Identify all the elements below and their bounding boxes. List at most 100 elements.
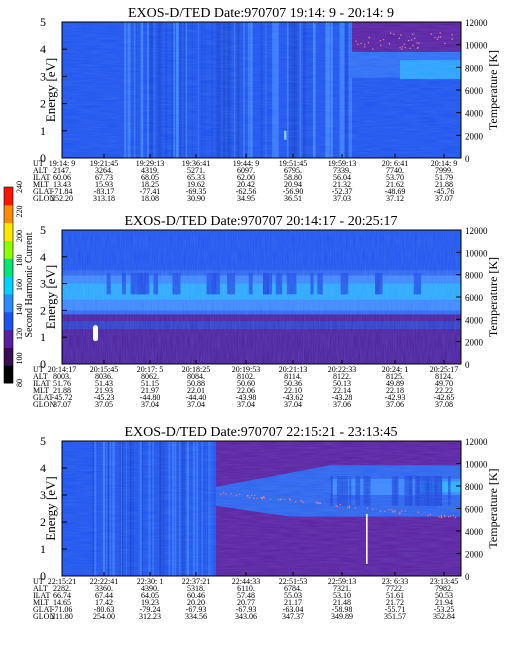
ephemeris-value: 8003. [53,372,71,381]
ephemeris-value: 18.25 [141,180,159,189]
colorbar-tick-label: 120 [15,328,24,340]
ephemeris-value: 53.10 [333,591,351,600]
ephemeris-value: 21.17 [284,598,302,607]
ephemeris-value: 13.43 [53,180,71,189]
y2-tick-label: 4000 [465,527,484,537]
y2-tick-label: 12000 [465,226,488,236]
ephemeris-value: 68.05 [141,173,159,182]
y2-tick-label: 0 [465,154,470,164]
ephemeris-value: -67.93 [236,605,257,614]
ephemeris-value: 30.90 [187,194,205,203]
y-tick-label: 0 [40,569,46,583]
y-tick-label: 0 [40,151,46,165]
ephemeris-value: 51.43 [95,379,113,388]
spectrogram-panel-3: EXOS-D/TED Date:970707 22:15:21 - 23:13:… [33,425,500,621]
ephemeris-value: 7740. [386,166,404,175]
color-swatch [4,276,13,295]
ephemeris-value: -79.24 [140,605,161,614]
ephemeris-value: 36.51 [284,194,302,203]
ephemeris-value: -71.06 [52,605,73,614]
ephemeris-value: 21.72 [386,598,404,607]
ephemeris-value: 50.60 [237,379,255,388]
ephemeris-value: 211.80 [51,612,73,621]
ephemeris-value: 313.18 [93,194,115,203]
ephemeris-value: -43.98 [236,393,257,402]
ephemeris-value: 20:25:17 [430,365,458,374]
ephemeris-value: 22:15:21 [48,577,76,586]
y-tick-label: 3 [40,488,46,502]
ephemeris-value: 3264. [95,166,113,175]
ephemeris-value: 57.48 [237,591,255,600]
y-axis-label: Energy [eV] [43,58,58,122]
ephemeris-value: 8122. [333,372,351,381]
ephemeris-value: 8102. [237,372,255,381]
color-swatch [4,293,13,313]
ephemeris-value: 20.94 [284,180,302,189]
ephemeris-row-label: UT [33,159,44,168]
color-swatch [4,347,13,366]
ephemeris-value: -83.17 [94,187,115,196]
ephemeris-value: 351.57 [384,612,406,621]
ephemeris-value: 6784. [284,584,302,593]
ephemeris-value: 20:19:53 [232,365,260,374]
ephemeris-value: -45.23 [94,393,115,402]
ephemeris-value: 37.04 [284,400,302,409]
ephemeris-value: 37.06 [386,400,404,409]
colorbar-tick-label: 100 [15,353,24,365]
ephemeris-row-label: MLT [33,180,49,189]
ephemeris-value: 8124. [435,372,453,381]
ephemeris-value: 20.77 [237,598,255,607]
ephemeris-value: 6097. [237,166,255,175]
ephemeris-value: 20:18:25 [182,365,210,374]
color-scale-bar: 80 100 120 140 160 180 200 220 240 Second Harmoni… [3,181,35,387]
ephemeris-value: 347.37 [282,612,304,621]
ephemeris-value: 19:14: 9 [49,159,75,168]
ephemeris-value: 7722. [386,584,404,593]
y-axis-label: Energy [eV] [43,265,58,329]
y-tick-label: 4 [40,250,46,264]
ephemeris-value: 18.08 [141,194,159,203]
ephemeris-value: -71.84 [52,187,73,196]
ephemeris-value: 51.15 [141,379,159,388]
ephemeris-value: 22:30: 1 [137,577,163,586]
ephemeris-value: 22:37:21 [182,577,210,586]
heatmap-area [62,230,461,364]
ephemeris-value: -56.90 [283,187,304,196]
ephemeris-value: 20: 6:41 [382,159,408,168]
ephemeris-value: -44.80 [140,393,161,402]
ephemeris-value: 4390. [141,584,159,593]
y2-tick-label: 8000 [465,271,484,281]
ephemeris-value: 37.06 [333,400,351,409]
ephemeris-value: 19:21:45 [90,159,118,168]
ephemeris-value: 4319. [141,166,159,175]
ephemeris-value: 58.80 [284,173,302,182]
y2-tick-label: 6000 [465,293,484,303]
ephemeris-row-label: GLON [33,612,55,621]
ephemeris-value: 21.32 [333,180,351,189]
ephemeris-value: 14.65 [53,598,71,607]
y2-axis-label: Temperature [K] [486,50,500,130]
ephemeris-value: 60.46 [187,591,205,600]
color-swatch [4,204,13,224]
color-swatch [4,311,13,331]
color-swatch [4,240,13,259]
y2-tick-label: 2000 [465,131,484,141]
ephemeris-value: 60.06 [53,173,71,182]
ephemeris-value: 23:13:45 [430,577,458,586]
ephemeris-value: 5271. [187,166,205,175]
ephemeris-value: -55.71 [385,605,406,614]
ephemeris-value: 22:51:53 [279,577,307,586]
chart-title: EXOS-D/TED Date:970707 20:14:17 - 20:25:… [125,214,398,229]
ephemeris-value: 20:17: 5 [137,365,163,374]
y-axis-label: Energy [eV] [43,476,58,540]
y-tick-label: 5 [40,15,46,29]
ephemeris-value: 19:59:13 [328,159,356,168]
color-swatch [4,258,13,277]
ephemeris-value: 64.05 [141,591,159,600]
ephemeris-value: 8125. [386,372,404,381]
ephemeris-value: 37.03 [333,194,351,203]
ephemeris-value: 37.04 [237,400,255,409]
ephemeris-value: -43.28 [332,393,353,402]
